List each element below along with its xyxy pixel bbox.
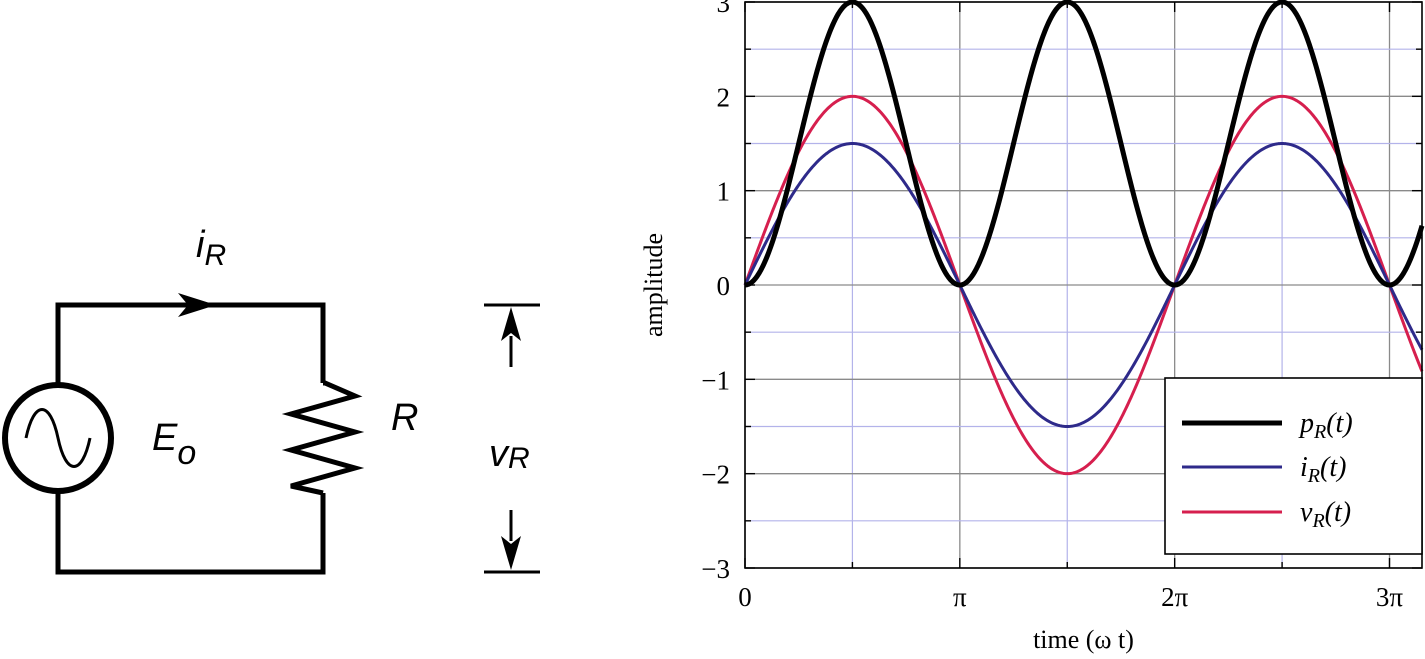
plot: 0 π 2π 3π −3 −2 −1 0 1 2 3 time (ω t) amplitude pR… [639,0,1425,654]
resistor-label: R [391,397,418,439]
voltage-label: vR [489,433,530,475]
y-tick-label: −3 [701,554,730,584]
x-tick-label: π [953,582,967,612]
sine-wave-icon [24,408,92,468]
y-tick-label: −1 [701,365,730,395]
plot-curves [743,0,1425,476]
voltage-top-arrow [501,307,521,341]
circuit-diagram: iR Eo R vR [2,224,540,575]
y-tick-label: 2 [717,82,731,112]
x-tick-label: 2π [1161,582,1189,612]
current-label: iR [196,224,226,272]
current-arrow [178,293,216,317]
series-line-iR [743,142,1424,428]
y-tick-label: 1 [717,177,731,207]
y-tick-label: −2 [701,460,730,490]
series-line-pR [743,0,1425,288]
x-tick-label: 3π [1376,582,1404,612]
tick-labels: 0 π 2π 3π −3 −2 −1 0 1 2 3 [701,0,1403,612]
y-tick-label: 3 [717,0,731,18]
legend-label: iR(t) [1300,452,1346,487]
legend-label: pR(t) [1298,408,1353,443]
voltage-bottom-arrow [501,536,521,570]
y-tick-label: 0 [717,271,731,301]
plot-frame [744,1,1423,569]
source-label: Eo [152,417,196,472]
y-axis-label: amplitude [639,233,668,337]
resistor [281,380,365,496]
x-tick-label: 0 [738,582,752,612]
x-axis-label: time (ω t) [1033,625,1134,654]
series-line-vR [743,94,1424,476]
legend: pR(t) iR(t) vR(t) [1164,377,1423,555]
legend-label: vR(t) [1300,497,1351,532]
